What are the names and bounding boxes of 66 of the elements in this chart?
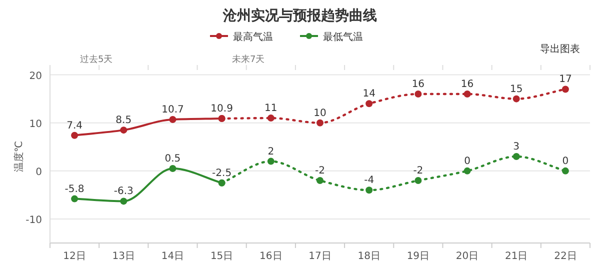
point xyxy=(512,153,520,160)
y-tick-label: 0 xyxy=(36,166,42,178)
point xyxy=(169,116,176,123)
point xyxy=(120,198,128,205)
y-axis-title: 温度℃ xyxy=(13,140,25,172)
chart-title: 沧州实况与预报趋势曲线 xyxy=(222,7,377,24)
point xyxy=(218,115,226,122)
data-label: 10.7 xyxy=(162,104,184,116)
point xyxy=(120,126,128,134)
legend-label: 最低气温 xyxy=(323,31,363,43)
point xyxy=(414,177,422,184)
data-label: 11 xyxy=(264,103,278,114)
data-label: 2 xyxy=(268,146,274,158)
point xyxy=(71,132,78,139)
x-tick-label: 18日 xyxy=(358,251,380,262)
point xyxy=(267,114,274,122)
data-label: 0 xyxy=(562,156,569,167)
point xyxy=(316,119,324,126)
data-label: 3 xyxy=(513,142,520,152)
y-tick-label: 10 xyxy=(29,118,42,130)
point xyxy=(218,179,226,186)
point xyxy=(512,95,520,102)
text: 导出图表 xyxy=(540,43,580,55)
point xyxy=(316,177,324,184)
point xyxy=(71,195,78,202)
point xyxy=(267,158,274,165)
data-label: 7.4 xyxy=(66,120,82,132)
data-label: 10.9 xyxy=(210,104,233,115)
data-label: 10 xyxy=(314,108,326,119)
data-label: -4 xyxy=(364,175,374,186)
point xyxy=(464,90,471,98)
data-label: 14 xyxy=(362,88,376,100)
data-label: -2 xyxy=(413,166,424,177)
data-label: -6.3 xyxy=(114,186,134,198)
data-label: 8.5 xyxy=(116,115,132,126)
data-label: 0.5 xyxy=(164,154,181,165)
data-label: -2.5 xyxy=(212,168,232,179)
text: 未来7天 xyxy=(232,54,265,65)
y-tick-label: 20 xyxy=(29,70,42,82)
point xyxy=(366,186,373,194)
x-tick-label: 19日 xyxy=(406,251,430,262)
point xyxy=(366,100,373,108)
x-tick-label: 21日 xyxy=(504,251,528,262)
point xyxy=(562,86,569,93)
text: 过去5天 xyxy=(80,54,113,65)
data-label: 16 xyxy=(460,79,474,90)
y-tick-label: -10 xyxy=(26,214,42,226)
x-tick-label: 14日 xyxy=(161,251,184,262)
x-tick-label: 17日 xyxy=(308,251,332,262)
point xyxy=(169,165,176,172)
x-tick-label: 22日 xyxy=(554,251,577,262)
point xyxy=(562,167,569,174)
x-tick-label: 12日 xyxy=(63,251,86,262)
data-label: 15 xyxy=(510,84,523,95)
point xyxy=(414,90,422,98)
data-label: 16 xyxy=(412,79,425,90)
x-tick-label: 20日 xyxy=(456,251,479,262)
x-tick-label: 13日 xyxy=(112,251,136,262)
x-tick-label: 15日 xyxy=(210,251,234,262)
data-label: -5.8 xyxy=(64,184,84,195)
legend-label: 最高气温 xyxy=(233,31,273,43)
data-label: 17 xyxy=(559,74,572,86)
x-tick-label: 16日 xyxy=(260,251,282,262)
data-label: 0 xyxy=(464,156,470,167)
point xyxy=(464,167,471,174)
data-label: -2 xyxy=(315,166,325,177)
